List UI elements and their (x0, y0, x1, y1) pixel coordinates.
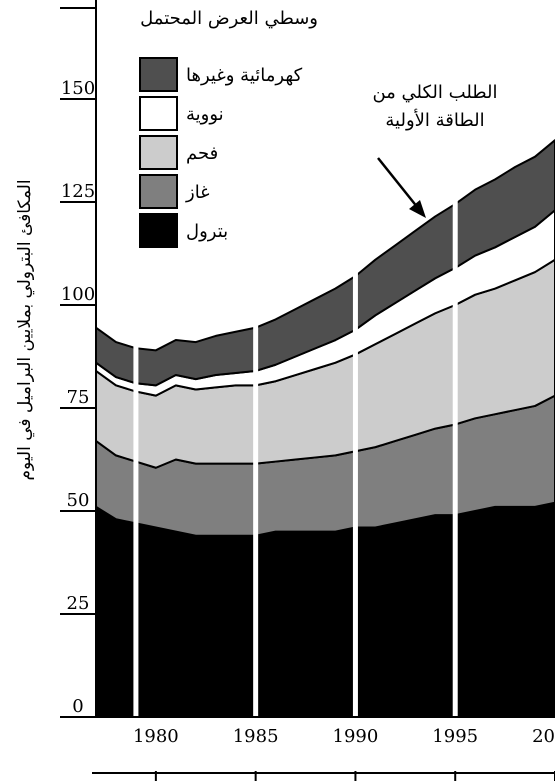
legend-label-2: نووية (186, 104, 224, 125)
annotation-arrow-shaft (377, 157, 419, 209)
area-1 (95, 501, 555, 718)
annotation-line-2: الطاقة الأولية (385, 109, 484, 131)
y-tick-label-150: 150 (61, 78, 95, 99)
y-tick-label-75: 75 (67, 387, 90, 408)
legend-swatch-3 (139, 135, 178, 170)
x-tick-label-1995: 1995 (432, 726, 478, 747)
y-tick-label-0: 0 (72, 696, 83, 717)
y-tick-label-50: 50 (67, 490, 90, 511)
legend-swatch-2 (139, 96, 178, 131)
y-axis-label: المكافئ البترولي بملايين البراميل في الي… (15, 179, 35, 480)
legend-label-5: بترول (186, 221, 228, 242)
legend-label-4: غاز (185, 182, 210, 203)
y-tick-label-25: 25 (67, 593, 90, 614)
y-axis-ticks: 0 25 50 75 100 125 150 (60, 7, 96, 718)
legend-title: وسطي العرض المحتمل (140, 8, 318, 29)
x-tick-label-1985: 1985 (233, 726, 279, 747)
y-tick-label-100: 100 (61, 284, 95, 305)
x-tick-label-1980: 1980 (133, 726, 179, 747)
legend-swatch-5 (139, 213, 178, 248)
vertical-year-markers (133, 164, 458, 717)
legend-label-3: فحم (186, 143, 218, 164)
y-tick-label-125: 125 (61, 181, 95, 202)
annotation-arrow-head (409, 200, 426, 218)
plot-frame (95, 0, 555, 718)
legend-label-1: كهرمائية وغيرها (186, 65, 303, 86)
x-axis-ticks: 1980 1985 1990 1995 2000 (92, 726, 555, 781)
legend: وسطي العرض المحتمل كهرمائية وغيرها نووية فح… (139, 8, 318, 248)
total-demand-annotation: الطلب الكلي من الطاقة الأولية (372, 82, 498, 218)
legend-swatch-4 (139, 174, 178, 209)
annotation-line-1: الطلب الكلي من (372, 82, 497, 103)
legend-swatch-1 (139, 57, 178, 92)
x-tick-label-1990: 1990 (333, 726, 379, 747)
area-layers (95, 139, 555, 718)
x-tick-label-2000: 2000 (532, 726, 555, 747)
